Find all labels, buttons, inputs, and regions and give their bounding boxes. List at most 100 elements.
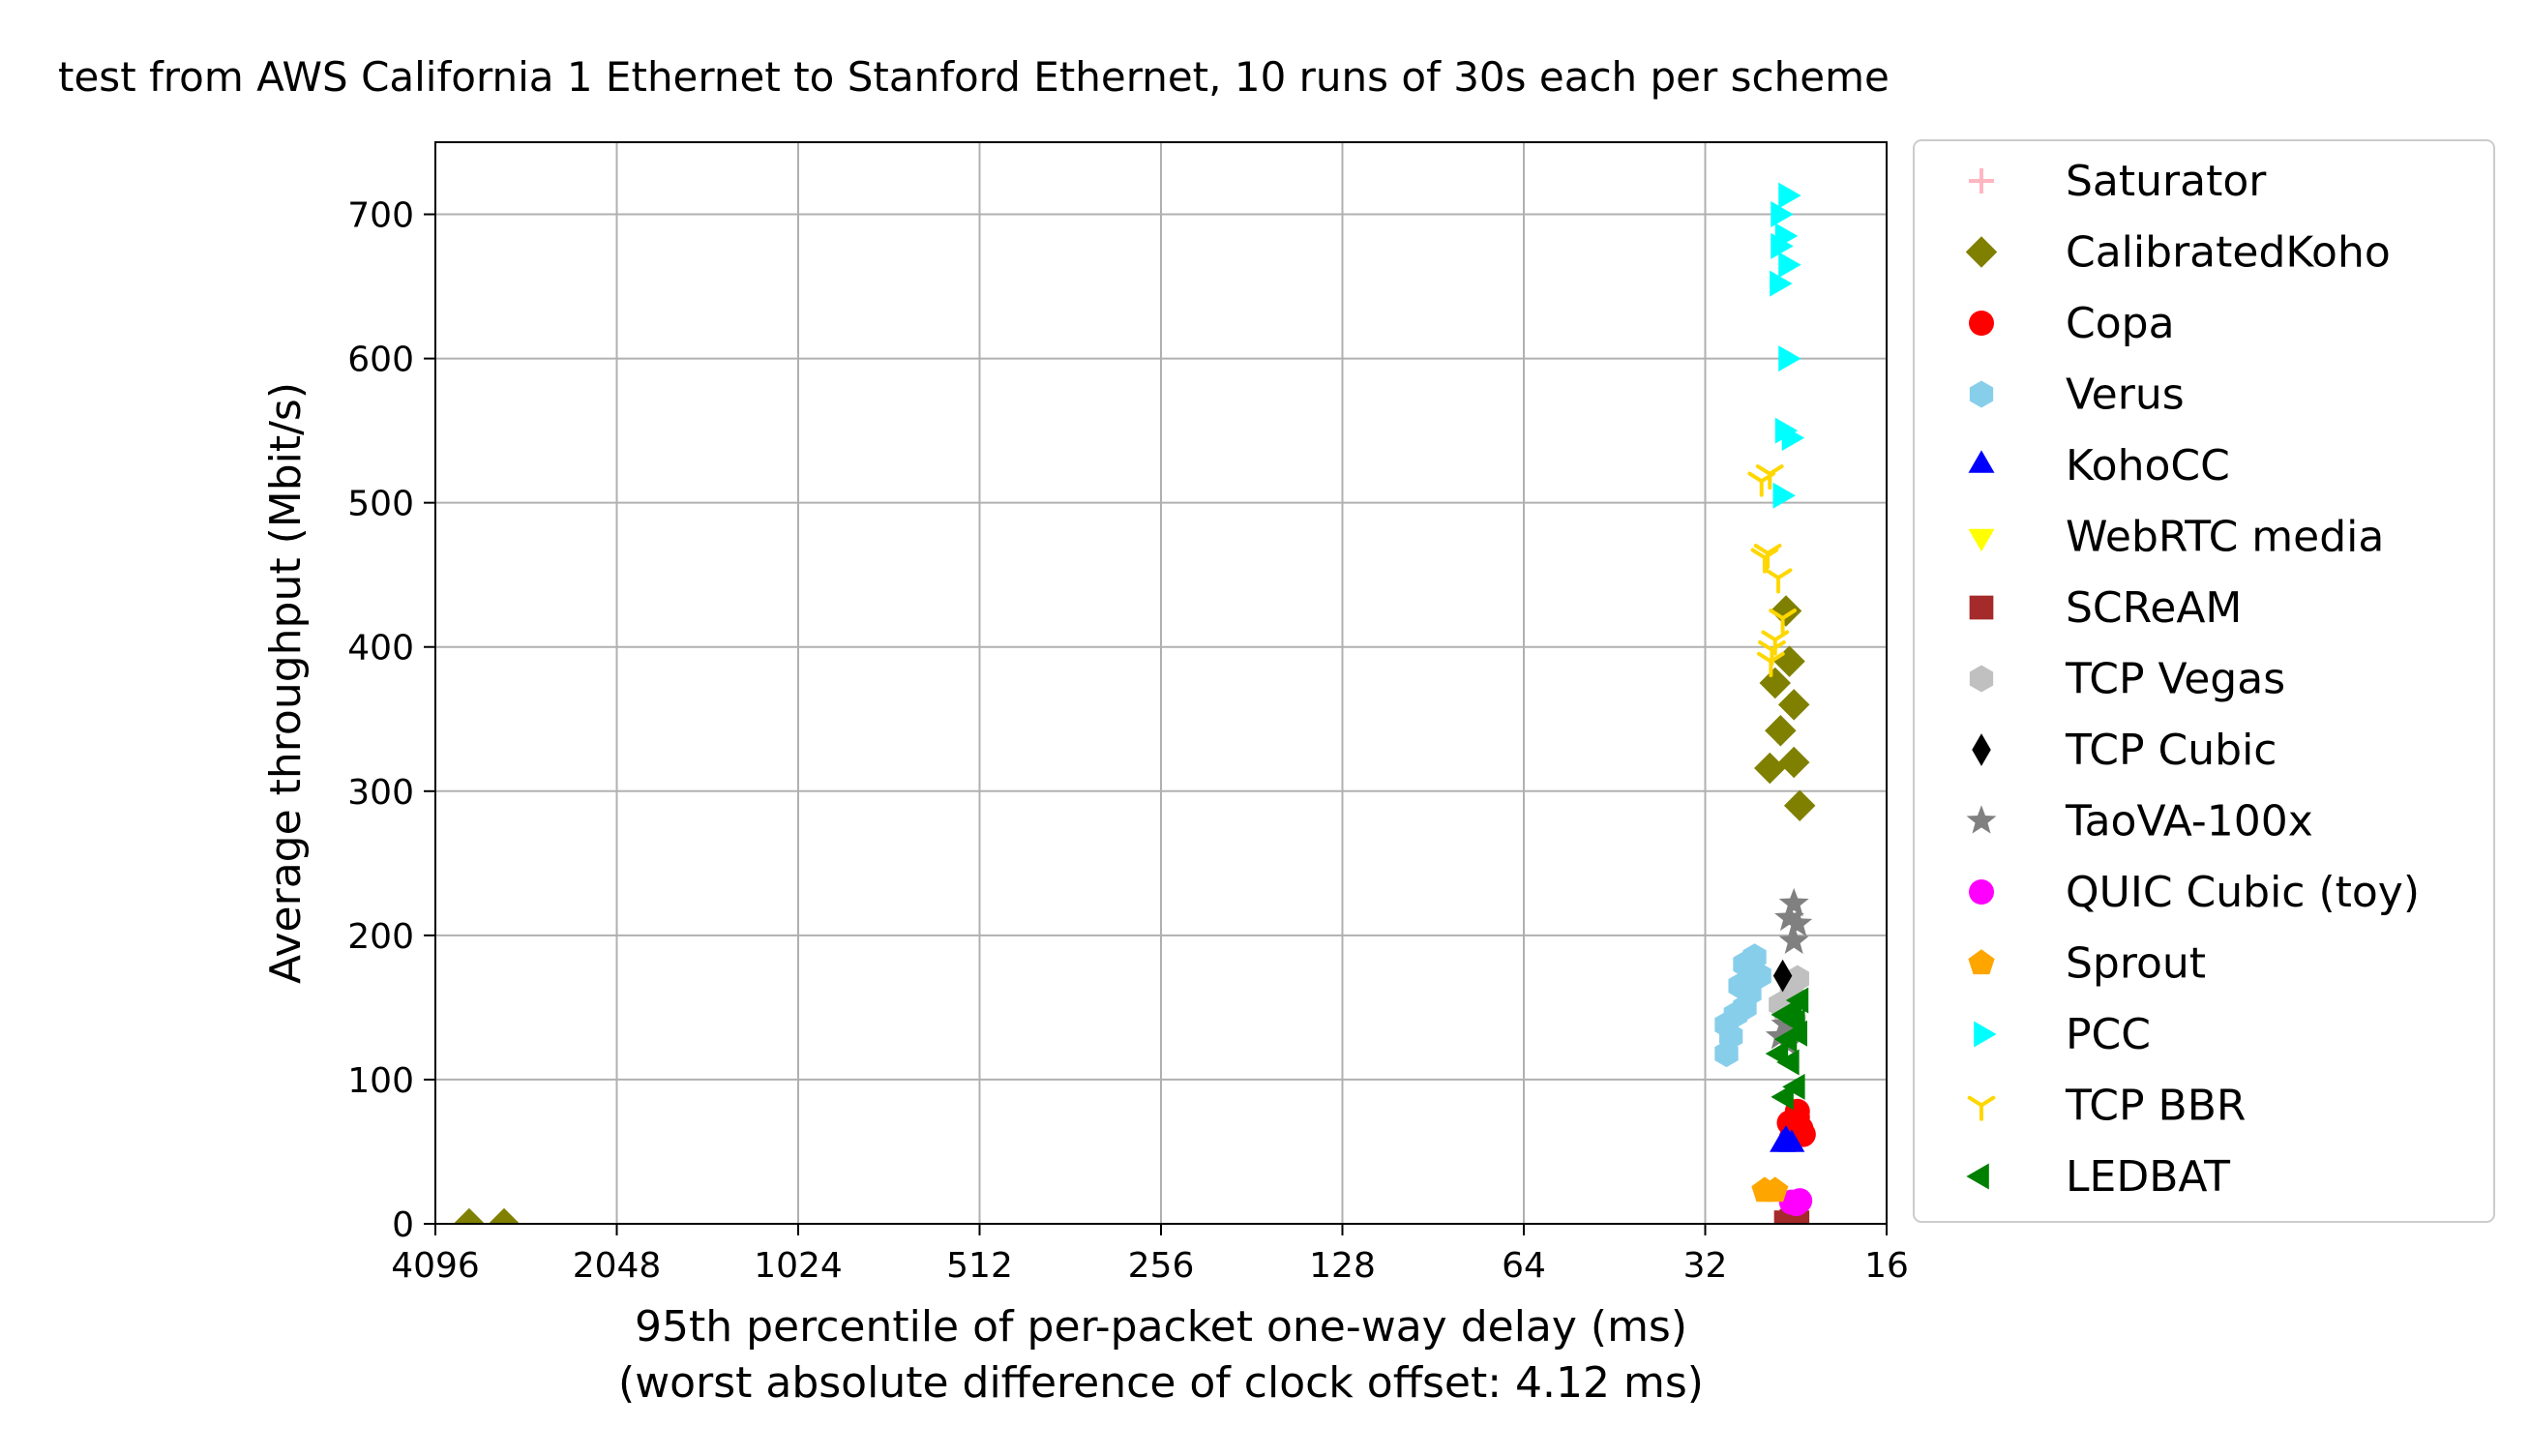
data-point bbox=[1754, 752, 1786, 785]
data-point bbox=[1714, 1040, 1739, 1068]
y-tick-label: 400 bbox=[347, 629, 414, 669]
series-pcc bbox=[1770, 182, 1805, 509]
series-tcp-bbr bbox=[1747, 464, 1797, 677]
data-point bbox=[1772, 959, 1793, 993]
legend-marker bbox=[1968, 450, 1995, 473]
data-point bbox=[1772, 1124, 1800, 1148]
data-point bbox=[1778, 925, 1809, 954]
legend-label: TCP Cubic bbox=[2065, 726, 2277, 775]
y-axis-ticks: 0 100 200 300 400 500 600 700 bbox=[347, 196, 435, 1245]
x-tick-label: 256 bbox=[1128, 1246, 1195, 1286]
data-point bbox=[1759, 667, 1791, 699]
legend-marker bbox=[1974, 1021, 1997, 1048]
legend-marker bbox=[1969, 665, 1994, 693]
legend-label: Saturator bbox=[2066, 157, 2267, 206]
legend-label: TCP Vegas bbox=[2065, 655, 2285, 704]
data-point bbox=[1783, 1191, 1809, 1217]
data-point bbox=[1769, 609, 1797, 635]
data-points bbox=[453, 182, 1816, 1224]
grid-lines bbox=[434, 142, 1888, 1225]
y-tick-label: 200 bbox=[347, 917, 414, 957]
x-tick-label: 512 bbox=[946, 1246, 1013, 1286]
data-point bbox=[1764, 568, 1793, 594]
x-tick-label: 16 bbox=[1864, 1246, 1909, 1286]
legend-label: Verus bbox=[2066, 371, 2185, 420]
legend-label: Sprout bbox=[2066, 939, 2206, 989]
data-point bbox=[1782, 907, 1813, 937]
data-point bbox=[1777, 746, 1810, 779]
legend-marker bbox=[1966, 805, 1997, 834]
legend-label: TaoVA-100x bbox=[2065, 797, 2313, 847]
data-point bbox=[1778, 345, 1801, 372]
legend-marker bbox=[1966, 1163, 1989, 1190]
data-point bbox=[1762, 1176, 1789, 1203]
y-tick-label: 700 bbox=[347, 196, 414, 236]
legend-label: CalibratedKoho bbox=[2066, 228, 2391, 278]
data-point bbox=[1782, 1073, 1805, 1100]
series-sprout bbox=[1751, 1176, 1789, 1203]
legend: Saturator CalibratedKoho Copa Verus KohoCC We… bbox=[1913, 139, 2495, 1223]
legend-label: TCP BBR bbox=[2065, 1082, 2246, 1131]
legend-label: Copa bbox=[2066, 299, 2175, 348]
legend-marker bbox=[1969, 879, 1994, 905]
data-point bbox=[1777, 689, 1810, 721]
y-tick-label: 100 bbox=[347, 1061, 414, 1101]
data-point bbox=[1757, 651, 1785, 677]
legend-label: WebRTC media bbox=[2066, 513, 2384, 562]
series-ledbat bbox=[1765, 987, 1809, 1111]
legend-label: QUIC Cubic (toy) bbox=[2066, 868, 2420, 917]
legend-label: LEDBAT bbox=[2066, 1152, 2230, 1202]
data-point bbox=[1778, 887, 1809, 917]
data-point bbox=[1750, 548, 1779, 574]
x-tick-label: 1024 bbox=[754, 1246, 843, 1286]
data-point bbox=[1771, 1084, 1794, 1111]
data-point bbox=[1765, 1020, 1796, 1050]
x-axis-label: 95th percentile of per-packet one-way de… bbox=[635, 1302, 1687, 1352]
legend-marker bbox=[1969, 595, 1994, 620]
y-tick-label: 0 bbox=[392, 1205, 414, 1245]
x-tick-label: 32 bbox=[1683, 1246, 1728, 1286]
data-point bbox=[1776, 1049, 1800, 1076]
data-point bbox=[1778, 182, 1801, 209]
data-point bbox=[1774, 902, 1804, 932]
data-point bbox=[1770, 595, 1802, 627]
data-point bbox=[1765, 714, 1797, 747]
legend-marker bbox=[1968, 528, 1995, 552]
legend-marker bbox=[1968, 949, 1995, 975]
series-kohocc bbox=[1770, 1124, 1805, 1152]
series-quic-cubic-toy- bbox=[1778, 1188, 1813, 1217]
data-point bbox=[1771, 232, 1794, 259]
data-point bbox=[453, 1207, 486, 1224]
legend-label: PCC bbox=[2066, 1010, 2151, 1059]
data-point bbox=[488, 1207, 521, 1224]
data-point bbox=[1771, 201, 1794, 228]
legend-marker bbox=[1969, 380, 1994, 408]
y-tick-label: 500 bbox=[347, 485, 414, 524]
x-tick-label: 64 bbox=[1502, 1246, 1546, 1286]
data-point bbox=[1747, 471, 1776, 497]
data-point bbox=[1784, 1104, 1810, 1130]
x-tick-label: 128 bbox=[1309, 1246, 1376, 1286]
data-point bbox=[1778, 252, 1801, 279]
data-point bbox=[1773, 1025, 1798, 1053]
data-point bbox=[1772, 482, 1796, 509]
y-tick-label: 300 bbox=[347, 773, 414, 813]
legend-marker bbox=[1969, 168, 1994, 193]
x-tick-label: 4096 bbox=[391, 1246, 480, 1286]
series-tcp-cubic bbox=[1772, 959, 1793, 993]
x-tick-label: 2048 bbox=[573, 1246, 662, 1286]
y-axis-label: Average throughput (Mbit/s) bbox=[261, 382, 311, 984]
series-calibratedkoho bbox=[453, 595, 1816, 1224]
data-point bbox=[1783, 789, 1816, 821]
legend-label: KohoCC bbox=[2066, 441, 2230, 490]
legend-marker bbox=[1967, 1095, 1996, 1121]
legend-marker bbox=[1972, 733, 1991, 766]
data-point bbox=[1781, 425, 1805, 452]
x-axis-label-secondary: (worst absolute difference of clock offs… bbox=[618, 1358, 1704, 1408]
legend-frame bbox=[1913, 139, 2495, 1223]
series-verus bbox=[1714, 943, 1771, 1068]
chart-title: test from AWS California 1 Ethernet to S… bbox=[58, 53, 1890, 101]
legend-marker bbox=[1969, 311, 1994, 336]
